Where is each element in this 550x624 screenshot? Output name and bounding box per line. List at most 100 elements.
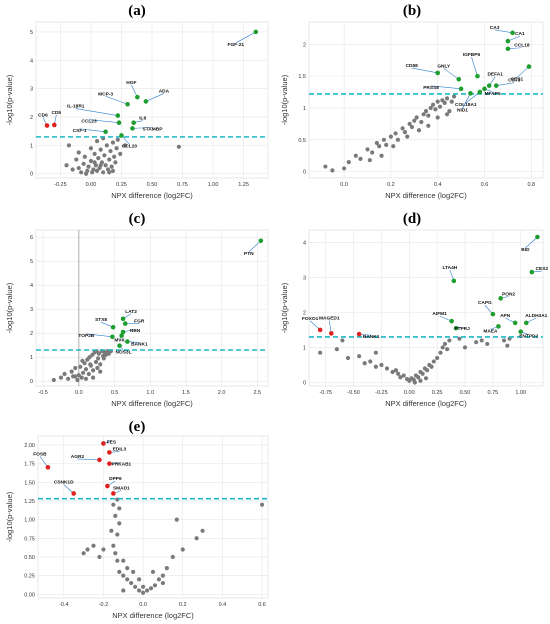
point-cd58 [435, 70, 440, 76]
data-point [115, 532, 120, 537]
data-point [358, 156, 363, 161]
point-mvk [119, 333, 124, 338]
x-tick-label: 0.4 [434, 182, 442, 188]
label-capg: CAPG [478, 300, 492, 306]
data-point [379, 153, 384, 158]
data-point [58, 375, 64, 380]
label-leader-line [507, 47, 522, 50]
label-bank1: BANK1 [131, 342, 148, 348]
data-point [370, 150, 375, 155]
y-tick-label: 0.50 [24, 555, 35, 561]
data-point [393, 368, 399, 373]
data-point [435, 355, 440, 361]
data-point [144, 588, 150, 593]
y-tick-label: 0.25 [24, 574, 35, 580]
y-tick-label: 1 [30, 143, 33, 149]
point-smad1 [111, 491, 116, 496]
data-point [428, 105, 433, 111]
volcano-plot-a: (a) 0 1 2 3 4 5 -0.25 0.00 0.25 0.50 0.75 1.00 1.25 FG… [5, 3, 269, 200]
data-point [174, 517, 179, 522]
data-point [150, 569, 156, 574]
x-tick-label: 1.00 [208, 182, 219, 188]
data-point [81, 161, 86, 166]
x-tick-label: 1.25 [238, 182, 249, 188]
point-cd6 [44, 123, 50, 128]
label-bank1: BANK1 [363, 334, 380, 340]
data-point [447, 109, 452, 114]
data-point [345, 355, 351, 361]
point-fosb [45, 465, 51, 470]
data-point [73, 365, 78, 371]
x-tick-label: 2.0 [218, 390, 226, 396]
data-point [368, 359, 373, 364]
label-ada: ADA [159, 88, 170, 94]
label-leader-line [516, 66, 530, 78]
data-point [113, 551, 118, 556]
data-point [474, 340, 479, 345]
data-point [384, 366, 390, 371]
label-cst3: CST3 [508, 78, 521, 84]
y-tick-label: 1.75 [24, 462, 35, 468]
point-cd5 [52, 122, 57, 128]
panel-label: (d) [403, 211, 421, 227]
label-cd5: CD5 [52, 110, 62, 116]
data-point [442, 100, 447, 105]
data-point [98, 369, 103, 374]
point-maea [496, 324, 501, 329]
data-point [435, 115, 440, 120]
label-agr2: AGR2 [71, 454, 85, 460]
label-fgf-21: FGF-21 [228, 42, 245, 48]
data-point [111, 543, 116, 548]
label-leader-line [235, 31, 256, 44]
data-point [76, 150, 81, 155]
y-tick-label: 5 [30, 30, 33, 36]
point-prss8 [458, 86, 464, 92]
data-point [109, 164, 114, 169]
point-maged1 [328, 331, 334, 336]
data-point [81, 551, 86, 556]
data-point [170, 554, 175, 560]
data-point [117, 506, 122, 511]
data-point [88, 362, 93, 367]
x-tick-label: 0.2 [179, 602, 187, 608]
data-point [115, 558, 120, 563]
data-point [505, 343, 510, 348]
label-leader-line [443, 68, 459, 80]
data-point [101, 547, 106, 552]
data-point [373, 350, 378, 355]
data-point [113, 160, 118, 165]
label-nbn: NBN [130, 328, 141, 334]
data-point [117, 569, 122, 574]
panel-label: (c) [129, 211, 146, 227]
label-ces1: CES1 [511, 77, 524, 83]
x-tick-label: 0.25 [116, 182, 127, 188]
data-point [357, 354, 362, 359]
data-point [419, 119, 424, 125]
label-cd58: CD58 [406, 63, 419, 69]
label-pon2: PON2 [502, 291, 515, 297]
data-point [83, 367, 89, 372]
label-top2b: TOP2B [78, 333, 94, 339]
label-leader-line [77, 458, 100, 461]
label-csf-1: CSF-1 [73, 128, 87, 134]
data-point [407, 121, 412, 126]
point-pon2 [498, 296, 503, 301]
label-ccl18: CCL18 [514, 43, 530, 49]
data-point [412, 118, 417, 123]
panel-b: (b) 0 0.5 1 1.5 2 0.0 0.2 0.4 0.6 0.8 CA3 CA1 CCL18 CE… [275, 0, 550, 208]
x-tick-label: 1.00 [515, 390, 526, 396]
label-csnk1d: CSNK1D [54, 479, 74, 485]
data-point [373, 364, 378, 369]
point-aldh3a1 [523, 320, 529, 326]
y-tick-label: 4 [30, 58, 33, 64]
x-tick-label: 0.8 [527, 182, 535, 188]
data-point [117, 521, 122, 526]
data-point [62, 371, 67, 377]
x-tick-label: 1.0 [146, 390, 154, 396]
data-point [104, 143, 109, 148]
x-tick-label: 0.50 [147, 182, 158, 188]
label-maea: MAEA [483, 328, 498, 334]
data-point [405, 134, 410, 139]
data-point [76, 165, 81, 171]
label-ptn: PTN [244, 251, 254, 257]
